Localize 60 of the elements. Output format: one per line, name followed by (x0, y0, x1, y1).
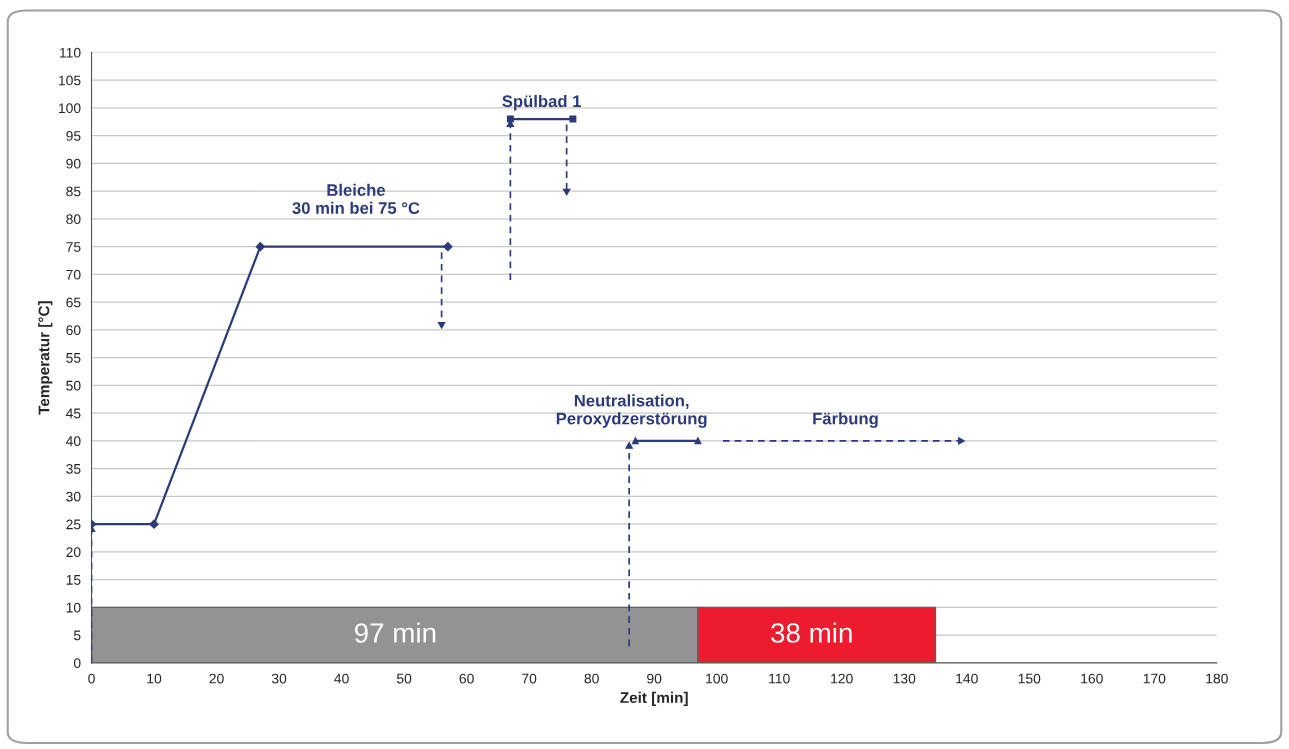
point (631, 437, 639, 445)
y-tick-label: 35 (66, 463, 81, 474)
x-tick-label: 50 (396, 673, 412, 684)
y-tick-label: 55 (66, 353, 81, 363)
x-tick-label: 180 (1206, 673, 1228, 684)
y-tick-label: 15 (66, 575, 81, 585)
x-tick-label: 70 (522, 673, 537, 684)
y-tick-label: 95 (66, 131, 81, 141)
point (958, 437, 965, 445)
y-tick-label: 80 (66, 214, 81, 225)
annotation: Färbung (813, 412, 878, 428)
x-tick-label: 110 (769, 673, 790, 684)
x-tick-label: 30 (271, 673, 287, 684)
x-tick-label: 140 (956, 673, 978, 684)
y-tick-label: 10 (66, 602, 81, 613)
annotation: Neutralisation, Peroxydzerstörung (556, 394, 707, 428)
x-tick-label: 90 (647, 673, 662, 684)
y-tick-label: 25 (66, 519, 81, 530)
y-tick-label: 40 (65, 436, 81, 447)
x-tick-label: 20 (209, 673, 224, 684)
point (443, 242, 453, 252)
x-tick-label: 40 (334, 673, 349, 684)
y-tick-label: 110 (60, 47, 81, 58)
y-tick-label: 60 (66, 325, 81, 336)
annotation: 38 min (771, 622, 852, 643)
y-tick-label: 85 (66, 186, 81, 197)
point (149, 519, 159, 529)
point (255, 242, 265, 252)
x-tick-label: 10 (147, 673, 162, 684)
x-tick-label: 160 (1081, 673, 1103, 684)
y-tick-label: 0 (73, 658, 81, 669)
point (694, 437, 702, 445)
y-tick-label: 75 (66, 242, 81, 252)
x-tick-label: 120 (831, 673, 853, 684)
y-tick-label: 45 (65, 408, 81, 419)
point (569, 115, 577, 123)
x-tick-label: 100 (706, 673, 728, 684)
y-tick-label: 65 (66, 297, 81, 308)
point (625, 442, 633, 449)
x-tick-label: 60 (459, 673, 474, 684)
y-axis-title: Temperatur [°C] (38, 301, 53, 415)
y-tick-label: 50 (66, 380, 81, 391)
annotation: Bleiche 30 min bei 75 °C (292, 183, 420, 214)
y-tick-label: 100 (58, 103, 81, 114)
y-tick-label: 70 (66, 269, 81, 280)
y-tick-label: 5 (73, 630, 81, 641)
y-tick-label: 30 (66, 491, 81, 502)
annotation: Spülbad 1 (502, 94, 581, 111)
annotation: 97 min (354, 622, 436, 643)
x-tick-label: 80 (584, 673, 599, 684)
x-tick-label: 150 (1018, 673, 1041, 684)
y-tick-label: 90 (66, 158, 81, 169)
x-axis-title: Zeit [min] (620, 691, 688, 707)
x-tick-label: 0 (88, 673, 95, 684)
y-tick-label: 105 (58, 75, 81, 86)
x-tick-label: 130 (893, 673, 916, 684)
x-tick-label: 170 (1143, 673, 1166, 684)
point (562, 188, 571, 196)
y-tick-label: 20 (66, 547, 81, 558)
point (437, 321, 446, 329)
